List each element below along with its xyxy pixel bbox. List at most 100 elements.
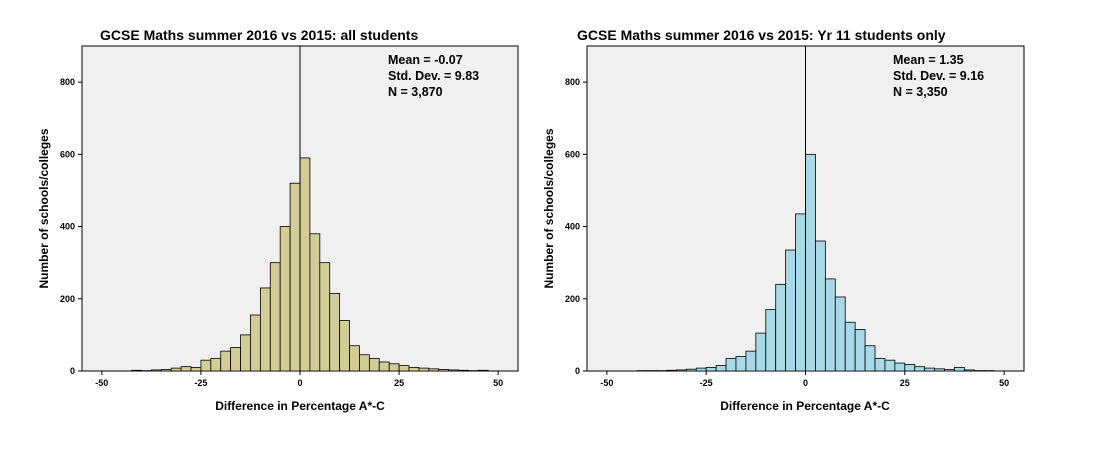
x-tick-label: 50 (493, 378, 503, 388)
x-tick-label: -25 (700, 378, 713, 388)
stats-line: Mean = 1.35 (893, 53, 964, 67)
histogram-bar (666, 369, 677, 372)
histogram-bar (170, 367, 182, 372)
histogram-bar (368, 357, 380, 372)
histogram-bar (874, 357, 886, 372)
chart-panel-1: -50 -25 0 25 50 0 200 400 600 800 GCSE Maths summe… (37, 27, 519, 413)
x-tick-label: -25 (194, 378, 207, 388)
histogram-bar (210, 357, 222, 372)
histogram-bar (240, 334, 251, 372)
histogram-bar (815, 240, 826, 372)
x-tick-label: -50 (95, 378, 108, 388)
x-tick-label: 25 (900, 378, 910, 388)
histogram-bar (805, 153, 816, 372)
histogram-bar (309, 233, 321, 372)
histogram-bar (944, 369, 955, 372)
stats-line: Mean = -0.07 (388, 53, 463, 67)
y-tick-label: 800 (565, 77, 580, 87)
stats-line: Std. Dev. = 9.16 (893, 69, 984, 83)
histogram-bar (934, 368, 945, 372)
y-tick-label: 0 (575, 366, 580, 376)
histogram-bar (775, 283, 787, 372)
histogram-bar (428, 368, 440, 372)
histogram-bar (755, 332, 767, 372)
histogram-bar (685, 368, 697, 372)
histogram-bar (795, 213, 806, 372)
histogram-bar (924, 367, 936, 372)
histogram-bar (914, 366, 926, 372)
histogram-bar (725, 357, 737, 372)
histogram-bar (220, 350, 232, 372)
histogram-bar (150, 369, 162, 372)
histogram-bar (250, 314, 261, 372)
x-tick-label: -50 (600, 378, 613, 388)
y-tick-label: 600 (60, 149, 75, 159)
histogram-bar (259, 287, 271, 372)
stats-line: Std. Dev. = 9.83 (388, 69, 479, 83)
histogram-bar (160, 369, 172, 372)
y-tick-label: 200 (60, 294, 75, 304)
y-tick-label: 0 (70, 366, 75, 376)
x-tick-label: 0 (297, 378, 302, 388)
histogram-bar (180, 366, 192, 372)
histogram-bar (695, 367, 707, 372)
histogram-bar (349, 345, 360, 372)
histogram-bar (269, 262, 281, 372)
histogram-bar (448, 369, 459, 372)
histogram-bar (675, 369, 687, 372)
histogram-bar (408, 366, 420, 372)
histogram-bar (854, 329, 866, 372)
histogram-bar (319, 262, 331, 372)
histogram-bar (359, 354, 370, 372)
histogram-bar (329, 292, 341, 372)
y-tick-label: 200 (565, 294, 580, 304)
histogram-bar (844, 321, 856, 372)
y-tick-label: 400 (565, 222, 580, 232)
histogram-bar (834, 296, 846, 372)
histogram-bar (458, 369, 469, 372)
histogram-bar (339, 320, 350, 372)
histogram-bar (765, 309, 777, 372)
histogram-bar (785, 249, 796, 372)
histogram-bar (745, 350, 757, 372)
histogram-bar (378, 361, 390, 372)
x-tick-label: 25 (394, 378, 404, 388)
histogram-bar (824, 278, 836, 372)
stats-line: N = 3,870 (388, 85, 443, 99)
histogram-bar (884, 359, 896, 372)
chart-panel-2: -50 -25 0 25 50 0 200 400 600 800 GCSE Maths summe… (542, 27, 1025, 413)
x-tick-label: 50 (999, 378, 1009, 388)
histogram-bar (299, 157, 311, 372)
chart-title: GCSE Maths summer 2016 vs 2015: Yr 11 st… (577, 27, 946, 43)
histogram-bar (190, 366, 202, 372)
chart-title: GCSE Maths summer 2016 vs 2015: all stud… (100, 27, 418, 43)
histogram-bar (705, 366, 717, 372)
stats-line: N = 3,350 (893, 85, 948, 99)
y-axis-label: Number of schools/colleges (542, 128, 556, 288)
y-tick-label: 400 (60, 222, 75, 232)
histogram-bar (279, 226, 291, 372)
x-axis-label: Difference in Percentage A*-C (720, 399, 890, 413)
histogram-bar (131, 369, 142, 372)
y-tick-label: 800 (60, 77, 75, 87)
histogram-bar (438, 369, 450, 372)
histogram-bar (289, 182, 301, 372)
histogram-bar (200, 359, 212, 372)
histogram-bar (477, 369, 489, 372)
histogram-bar (954, 366, 965, 372)
histogram-bar (715, 365, 727, 372)
x-tick-label: 0 (803, 378, 808, 388)
histogram-bar (904, 364, 916, 372)
histogram-bar (388, 363, 400, 372)
histogram-bar (964, 369, 975, 372)
histogram-bar (230, 347, 241, 372)
y-axis-label: Number of schools/colleges (37, 128, 51, 288)
histogram-bar (735, 356, 747, 372)
histogram-bar (864, 345, 876, 372)
x-axis-label: Difference in Percentage A*-C (215, 399, 385, 413)
histogram-bar (398, 365, 410, 372)
histogram-bar (894, 362, 906, 372)
histogram-bar (418, 367, 430, 372)
y-tick-label: 600 (565, 149, 580, 159)
